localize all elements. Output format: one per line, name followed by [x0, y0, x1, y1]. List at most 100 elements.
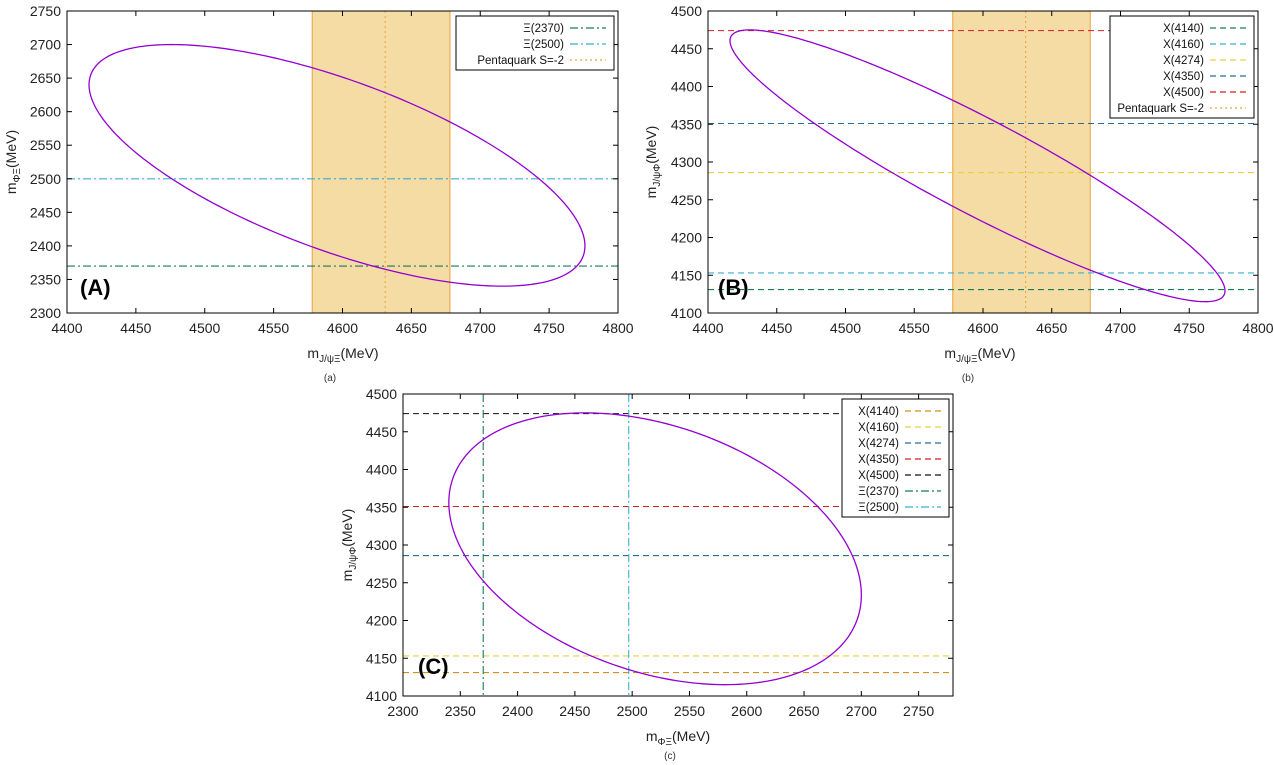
x-axis-label: mJ/ψΞ(MeV) — [307, 345, 378, 365]
x-axis-label-base: m — [307, 345, 319, 361]
panel-letter: (C) — [418, 654, 449, 679]
y-axis-label: mJ/ψΦ(MeV) — [643, 126, 663, 199]
y-tick-label: 4150 — [671, 267, 702, 283]
x-axis-label-base: m — [944, 345, 956, 361]
legend-label: X(4160) — [858, 422, 899, 434]
y-tick-label: 4450 — [366, 424, 397, 440]
x-tick-label: 2400 — [502, 703, 533, 719]
x-tick-label: 4550 — [258, 320, 289, 336]
x-tick-label: 4650 — [1036, 320, 1067, 336]
x-tick-label: 4400 — [51, 320, 82, 336]
legend-label: X(4140) — [858, 406, 899, 418]
y-tick-label: 2550 — [30, 137, 61, 153]
ellipse-contour — [448, 412, 862, 686]
legend-label: X(4500) — [858, 470, 899, 482]
x-tick-label: 2700 — [846, 703, 877, 719]
legend-label: X(4500) — [1163, 87, 1204, 99]
panel-caption: (a) — [324, 373, 336, 384]
legend-label: Ξ(2500) — [858, 502, 899, 514]
y-tick-label: 4450 — [671, 41, 702, 57]
y-axis-label: mJ/ψΦ(MeV) — [339, 509, 359, 582]
y-tick-label: 4200 — [366, 613, 397, 629]
y-tick-label: 2700 — [30, 37, 61, 53]
x-axis-label: mJ/ψΞ(MeV) — [944, 345, 1015, 365]
panel-caption: (b) — [962, 373, 974, 384]
y-tick-label: 2750 — [30, 3, 61, 19]
legend-label: X(4350) — [1163, 71, 1204, 83]
legend-label: Pentaquark S=-2 — [1117, 103, 1204, 115]
y-tick-label: 4250 — [366, 575, 397, 591]
y-axis-label-base: m — [339, 570, 355, 582]
y-tick-label: 2300 — [30, 305, 61, 321]
y-tick-label: 4150 — [366, 650, 397, 666]
legend-label: X(4160) — [1163, 39, 1204, 51]
y-axis-label-base: m — [3, 182, 19, 194]
pentaquark-band — [311, 11, 451, 313]
x-tick-label: 4450 — [761, 320, 792, 336]
y-axis-label-unit: (MeV) — [3, 130, 19, 168]
x-axis-label-sub: J/ψΞ — [956, 354, 978, 365]
y-tick-label: 2350 — [30, 271, 61, 287]
chart-panel-2: 4400 4450 4500 4550 4600 4650 4700 4750 4800 4100… — [643, 3, 1274, 384]
x-tick-label: 2450 — [559, 703, 590, 719]
y-tick-label: 4200 — [671, 230, 702, 246]
x-tick-label: 4600 — [967, 320, 998, 336]
y-tick-label: 4500 — [366, 386, 397, 402]
x-tick-label: 2500 — [617, 703, 648, 719]
legend-box — [1109, 15, 1255, 119]
x-axis-label-unit: (MeV) — [340, 345, 378, 361]
panel-letter: (B) — [718, 275, 749, 300]
x-tick-label: 4500 — [830, 320, 861, 336]
x-tick-label: 2350 — [445, 703, 476, 719]
y-axis-label-unit: (MeV) — [339, 509, 355, 547]
x-tick-label: 4750 — [1174, 320, 1205, 336]
ellipse-contour — [729, 29, 1226, 303]
y-tick-label: 4400 — [671, 79, 702, 95]
pentaquark-band — [952, 11, 1091, 313]
x-tick-label: 2650 — [788, 703, 819, 719]
x-tick-label: 2600 — [731, 703, 762, 719]
x-tick-label: 4550 — [899, 320, 930, 336]
x-axis-label-base: m — [646, 728, 658, 744]
y-axis-label-unit: (MeV) — [643, 126, 659, 164]
legend-box — [841, 398, 950, 518]
y-tick-label: 4500 — [671, 3, 702, 19]
y-tick-label: 2650 — [30, 70, 61, 86]
legend-box — [455, 15, 615, 71]
y-axis-label-sub: J/ψΦ — [652, 164, 663, 187]
y-tick-label: 2450 — [30, 204, 61, 220]
legend-label: X(4274) — [1163, 55, 1204, 67]
x-axis-label: mΦΞ(MeV) — [646, 728, 710, 748]
y-tick-label: 4350 — [671, 116, 702, 132]
x-tick-label: 4700 — [1105, 320, 1136, 336]
x-tick-label: 4750 — [534, 320, 565, 336]
y-axis-label-sub: J/ψΦ — [348, 547, 359, 570]
plot-content — [67, 11, 618, 313]
x-tick-label: 4700 — [465, 320, 496, 336]
legend-label: X(4140) — [1163, 23, 1204, 35]
legend-label: Ξ(2500) — [523, 39, 564, 51]
y-tick-label: 4400 — [366, 462, 397, 478]
y-tick-label: 2400 — [30, 238, 61, 254]
panel-letter: (A) — [80, 275, 111, 300]
x-axis-label-unit: (MeV) — [977, 345, 1015, 361]
panel-caption: (c) — [664, 751, 676, 762]
y-tick-label: 4300 — [671, 154, 702, 170]
x-tick-label: 2750 — [903, 703, 934, 719]
legend-label: X(4350) — [858, 454, 899, 466]
ellipse-contour — [88, 43, 586, 287]
x-axis-label-sub: ΦΞ — [658, 737, 673, 748]
y-axis-label-sub: ΦΞ — [12, 167, 23, 182]
x-tick-label: 4800 — [602, 320, 633, 336]
y-tick-label: 2600 — [30, 104, 61, 120]
x-tick-label: 4600 — [327, 320, 358, 336]
y-tick-label: 4100 — [671, 305, 702, 321]
y-tick-label: 4350 — [366, 499, 397, 515]
x-axis-label-unit: (MeV) — [672, 728, 710, 744]
y-tick-label: 4300 — [366, 537, 397, 553]
legend-label: Ξ(2370) — [523, 23, 564, 35]
y-tick-label: 4100 — [366, 688, 397, 704]
y-tick-label: 4250 — [671, 192, 702, 208]
legend-label: X(4274) — [858, 438, 899, 450]
